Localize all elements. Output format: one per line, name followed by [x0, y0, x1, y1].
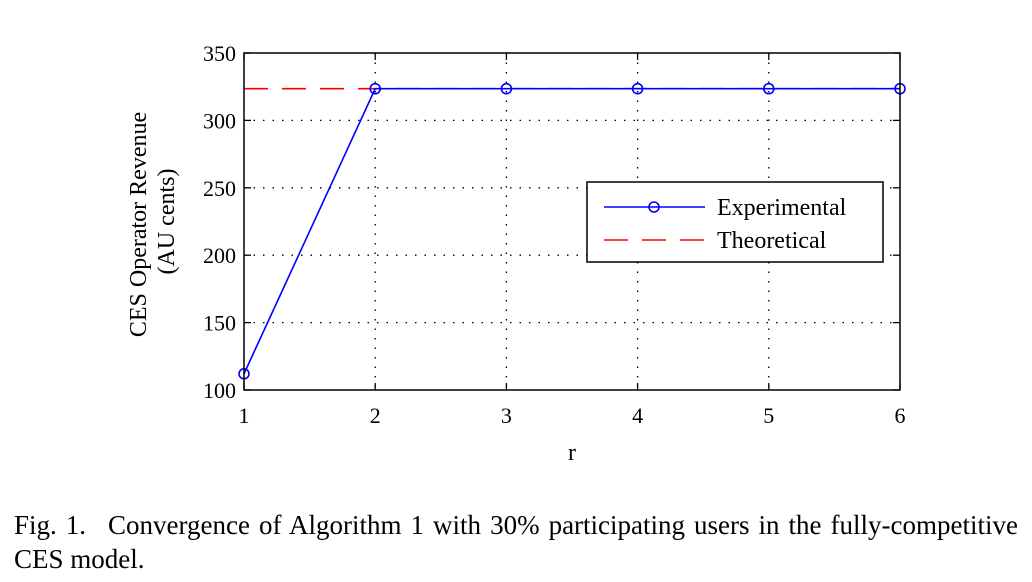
x-tick-label: 4 [632, 403, 643, 428]
series-line-experimental [243, 87, 900, 375]
y-tick-label: 200 [203, 243, 236, 268]
plot-frame [243, 52, 901, 391]
figure-caption: Fig. 1. Convergence of Algorithm 1 with 3… [14, 508, 1018, 576]
ticks [243, 52, 901, 391]
y-tick-labels: 100 150 200 250 300 350 [203, 41, 236, 403]
legend-label-experimental: Experimental [717, 195, 847, 221]
legend-box [586, 181, 884, 263]
x-tick-label: 1 [239, 403, 250, 428]
x-tick-label: 5 [763, 403, 774, 428]
y-axis-label-line1: CES Operator Revenue [126, 112, 152, 337]
y-tick-label: 350 [203, 41, 236, 66]
y-tick-label: 100 [203, 378, 236, 403]
y-tick-label: 300 [203, 108, 236, 133]
x-tick-labels: 1 2 3 4 5 6 [239, 403, 906, 428]
data-point-experimental [369, 82, 382, 95]
legend-label-theoretical: Theoretical [717, 228, 827, 254]
x-tick-label: 3 [501, 403, 512, 428]
y-tick-label: 150 [203, 311, 236, 336]
y-axis-label-line2: (AU cents) [154, 169, 180, 275]
x-tick-label: 6 [895, 403, 906, 428]
data-point-experimental [500, 82, 513, 95]
y-axis-label: CES Operator Revenue (AU cents) [126, 106, 180, 337]
x-axis-label: r [568, 440, 576, 466]
series-layer [238, 82, 906, 380]
data-point-experimental [762, 82, 775, 95]
chart: 1 2 3 4 5 6 100 150 200 250 300 350 r CES Operator… [126, 41, 906, 466]
data-point-experimental [631, 82, 644, 95]
legend: Experimental Theoretical [586, 181, 884, 263]
caption-text: Convergence of Algorithm 1 with 30% part… [14, 510, 1018, 574]
caption-label: Fig. 1. [14, 510, 87, 540]
legend-marker-experimental [648, 201, 660, 213]
x-tick-label: 2 [370, 403, 381, 428]
y-tick-label: 250 [203, 176, 236, 201]
